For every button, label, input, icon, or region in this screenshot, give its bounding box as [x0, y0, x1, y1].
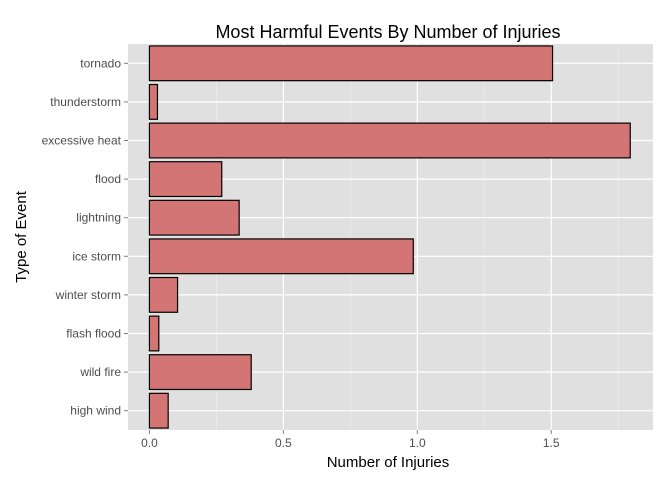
bars: [148, 45, 631, 429]
bar-flash-flood: [148, 315, 160, 352]
chart-title: Most Harmful Events By Number of Injurie…: [215, 22, 560, 42]
y-tick-label: tornado: [80, 56, 121, 70]
bar-tornado: [148, 45, 554, 82]
y-axis: tornado thunderstorm excessive heat flood li…: [42, 56, 128, 418]
y-tick-label: thunderstorm: [50, 95, 121, 109]
y-axis-title: Type of Event: [13, 190, 30, 283]
x-tick-label: 0.0: [141, 436, 158, 450]
y-tick-label: ice storm: [72, 249, 121, 263]
bar-excessive-heat: [148, 122, 631, 159]
x-tick-label: 1.0: [409, 436, 426, 450]
y-tick-label: flood: [95, 172, 121, 186]
x-axis-title: Number of Injuries: [327, 454, 450, 471]
bar-thunderstorm: [148, 83, 159, 120]
bar-high-wind: [148, 392, 169, 429]
y-tick-label: excessive heat: [42, 134, 122, 148]
bar-ice-storm: [148, 238, 414, 275]
bar-winter-storm: [148, 276, 179, 313]
bar-lightning: [148, 199, 240, 236]
bar-wild-fire: [148, 354, 252, 391]
x-axis: 0.0 0.5 1.0 1.5: [141, 430, 560, 450]
x-tick-label: 1.5: [543, 436, 560, 450]
y-tick-label: wild fire: [79, 365, 121, 379]
y-tick-label: flash flood: [66, 327, 121, 341]
y-tick-label: high wind: [70, 404, 121, 418]
y-tick-label: lightning: [76, 211, 121, 225]
bar-flood: [148, 161, 223, 198]
y-tick-label: winter storm: [55, 288, 121, 302]
x-tick-label: 0.5: [275, 436, 292, 450]
